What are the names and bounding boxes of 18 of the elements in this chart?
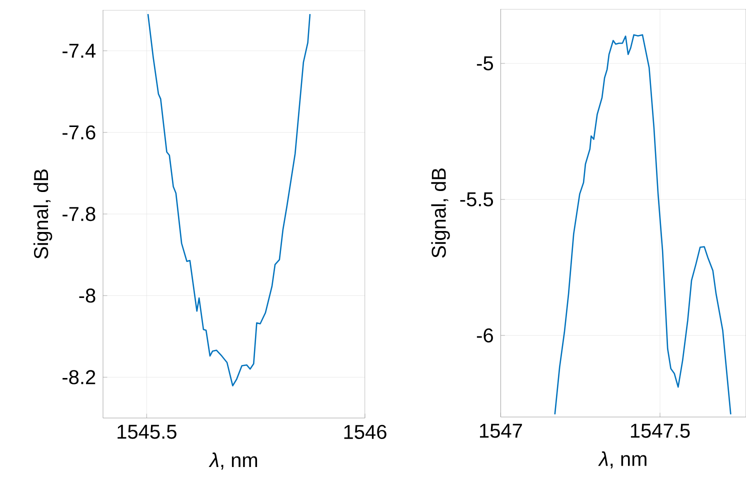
y-axis-title: Signal, dB	[33, 170, 52, 259]
y-axis-title: Signal, dB	[431, 168, 450, 258]
x-tick-label: 1547.5	[630, 424, 690, 438]
y-tick-label: -5	[476, 56, 493, 70]
x-tick-label: 1547	[480, 424, 522, 438]
x-axis-title: λ, nm	[598, 451, 646, 468]
line-series	[147, 13, 311, 386]
y-tick-label: -7.4	[62, 44, 96, 58]
y-tick-label: -7.6	[62, 125, 96, 140]
x-tick-label: 1546	[344, 424, 386, 440]
y-tick-label: -6	[476, 328, 493, 342]
y-tick-label: -5.5	[460, 192, 493, 206]
y-tick-label: -8	[79, 288, 96, 303]
x-axis-title: λ, nm	[208, 452, 258, 470]
y-tick-label: -7.8	[62, 206, 96, 222]
x-tick-label: 1545.5	[118, 424, 176, 439]
y-tick-label: -8.2	[62, 370, 96, 384]
line-series	[554, 34, 732, 415]
